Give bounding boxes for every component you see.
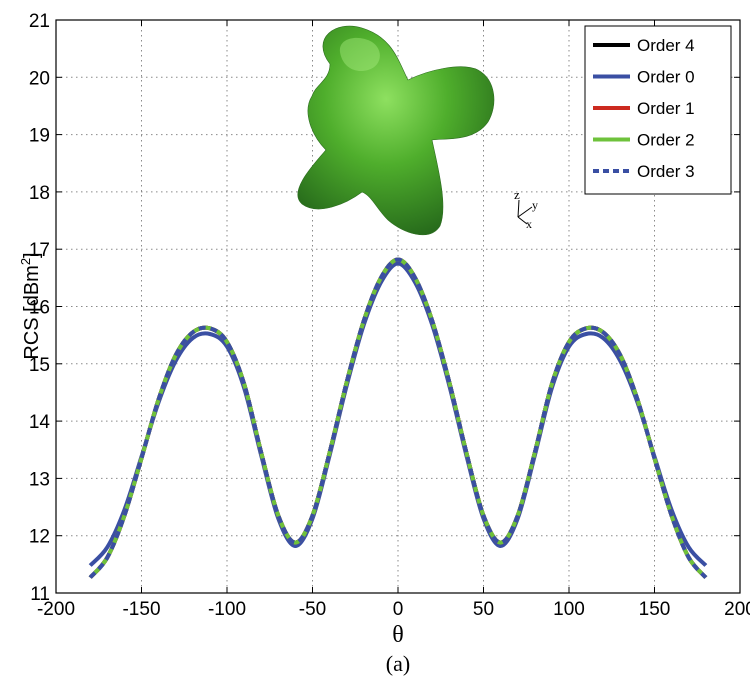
x-tick-label: -100 [208, 599, 246, 620]
ticks [55, 19, 741, 594]
orientation-axes: z y x [514, 187, 538, 231]
x-tick-label: 150 [639, 599, 671, 620]
legend-label-order-4: Order 4 [637, 36, 695, 55]
y-axis-title-close: ] [21, 252, 43, 258]
y-axis-title-main: RCS [dBm [21, 265, 43, 359]
y-tick-label: 13 [29, 469, 50, 490]
axis-z-label: z [514, 187, 520, 202]
series-line-order-2 [88, 257, 708, 579]
series-layer [88, 257, 708, 579]
inset-shape: z y x [297, 25, 538, 235]
axis-x-label: x [526, 217, 532, 231]
y-tick-label: 12 [29, 527, 50, 548]
blob-highlight [339, 37, 380, 72]
y-tick-label: 17 [29, 240, 50, 261]
legend-label-order-2: Order 2 [637, 131, 695, 150]
x-tick-label: -200 [37, 599, 75, 620]
x-tick-label: 100 [553, 599, 585, 620]
y-tick-label: 18 [29, 183, 50, 204]
y-tick-label: 11 [30, 584, 50, 605]
green-blob-shape [297, 25, 495, 235]
legend-label-order-3: Order 3 [637, 162, 695, 181]
tick-labels: -200 -150 -100 -50 0 50 100 150 200 11 12 13 14 15 16 1… [29, 11, 750, 620]
y-tick-label: 14 [29, 412, 51, 433]
y-tick-label: 15 [29, 355, 50, 376]
x-tick-label: 0 [393, 599, 404, 620]
x-tick-label: 50 [473, 599, 494, 620]
series-line-order-0 [88, 261, 708, 567]
x-axis-title: θ [392, 622, 404, 648]
y-axis-title: RCS [dBm2] [18, 252, 43, 359]
series-line-order-4 [88, 257, 708, 579]
series-line-order-3 [88, 257, 708, 579]
x-tick-label: 200 [724, 599, 750, 620]
legend: Order 4 Order 0 Order 1 Order 2 Order 3 [584, 25, 732, 195]
y-tick-label: 21 [29, 11, 50, 32]
x-tick-label: -150 [122, 599, 160, 620]
series-line-order-1 [88, 257, 708, 579]
y-tick-label: 20 [29, 68, 50, 89]
y-tick-label: 16 [29, 298, 50, 319]
axis-y-label: y [532, 198, 538, 212]
legend-label-order-0: Order 0 [637, 68, 695, 87]
x-tick-label: -50 [299, 599, 326, 620]
legend-label-order-1: Order 1 [637, 99, 695, 118]
y-tick-label: 19 [29, 126, 50, 147]
y-axis-title-sup: 2 [18, 258, 33, 265]
figure-caption: (a) [386, 651, 410, 676]
